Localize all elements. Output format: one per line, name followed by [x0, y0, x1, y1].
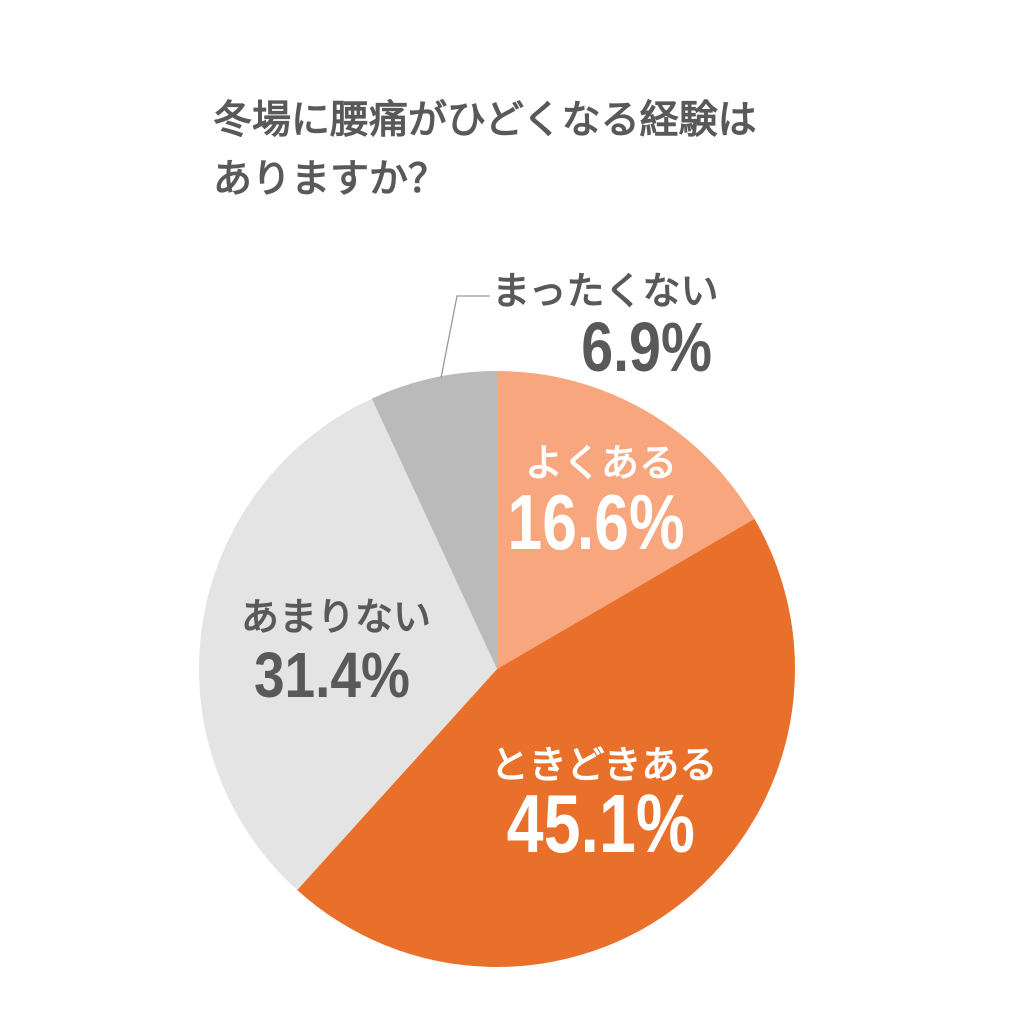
svg-text:あまりない: あまりない [241, 597, 431, 639]
svg-text:45.1%: 45.1% [507, 777, 695, 870]
svg-text:31.4%: 31.4% [254, 639, 410, 711]
svg-text:16.6%: 16.6% [508, 478, 685, 565]
svg-text:6.9%: 6.9% [581, 308, 712, 387]
